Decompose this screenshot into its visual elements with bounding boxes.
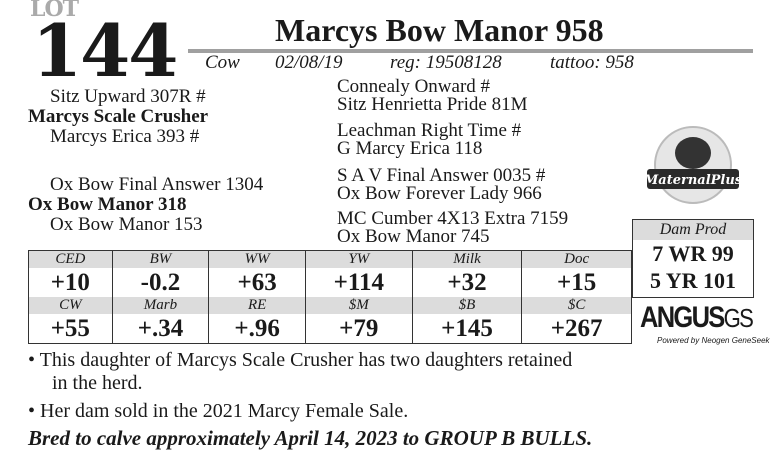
epd-header: RE [208, 297, 306, 314]
ped-dd-s: MC Cumber 4X13 Extra 7159 [337, 208, 569, 229]
ped-ds-d: Ox Bow Forever Lady 966 [337, 183, 542, 204]
lot-label: LOT [30, 0, 79, 22]
bred-statement: Bred to calve approximately April 14, 20… [28, 426, 593, 450]
epd-value: +32 [411, 268, 523, 297]
epd-header: $M [304, 297, 413, 314]
epd-value: +.96 [208, 314, 306, 344]
dam-sire: Ox Bow Final Answer 1304 [50, 174, 264, 195]
dam-prod-yr: 5 YR 101 [650, 268, 736, 293]
dam-prod-wr: 7 WR 99 [652, 241, 734, 266]
epd-header: Doc [521, 250, 632, 268]
epd-header: Milk [411, 250, 523, 268]
maternal-plus-logo: MaternalPlus [645, 126, 741, 204]
dam: Ox Bow Manor 318 [28, 194, 187, 215]
epd-header: CED [28, 250, 113, 268]
powered-by: Powered by Neogen GeneSeek [657, 336, 770, 345]
note-1: • This daughter of Marcys Scale Crusher … [28, 349, 573, 371]
ped-sd-d: G Marcy Erica 118 [337, 138, 483, 159]
angus-text: ANGUS [640, 301, 725, 334]
tattoo: tattoo: 958 [550, 52, 634, 73]
lot-number: 144 [32, 8, 178, 93]
animal-name: Marcys Bow Manor 958 [275, 12, 604, 48]
note-1-cont: in the herd. [52, 372, 143, 394]
dam-prod-title: Dam Prod [633, 220, 753, 240]
epd-value: -0.2 [111, 268, 210, 297]
birth-date: 02/08/19 [275, 52, 343, 73]
divider [188, 49, 753, 53]
epd-header: Marb [111, 297, 210, 314]
registration: reg: 19508128 [390, 52, 502, 73]
epd-value: +10 [28, 268, 113, 297]
epd-table: CED BW WW YW Milk Doc +10 -0.2 +63 +114 +32 +15 CW… [28, 250, 632, 344]
epd-header: YW [304, 250, 413, 268]
svg-text:MaternalPlus: MaternalPlus [645, 173, 741, 188]
sire-dam: Marcys Erica 393 # [50, 126, 200, 147]
epd-value: +267 [521, 314, 632, 344]
dam-production-box: Dam Prod 7 WR 99 5 YR 101 [632, 219, 754, 298]
sire-sire: Sitz Upward 307R # [50, 86, 206, 107]
epd-header: $B [411, 297, 523, 314]
ped-ss-d: Sitz Henrietta Pride 81M [337, 94, 528, 115]
dam-dam: Ox Bow Manor 153 [50, 214, 203, 235]
epd-value: +55 [28, 314, 113, 344]
epd-value: +.34 [111, 314, 210, 344]
gs-text: GS [723, 303, 754, 333]
angus-gs-logo: ANGUSGS [640, 301, 754, 334]
epd-value: +145 [411, 314, 523, 344]
epd-value: +79 [304, 314, 413, 344]
note-2: • Her dam sold in the 2021 Marcy Female … [28, 400, 409, 422]
epd-header: CW [28, 297, 113, 314]
ped-dd-d: Ox Bow Manor 745 [337, 226, 490, 247]
ped-sd-s: Leachman Right Time # [337, 120, 522, 141]
ped-ds-s: S A V Final Answer 0035 # [337, 165, 546, 186]
ped-ss-s: Connealy Onward # [337, 76, 491, 97]
epd-value: +63 [208, 268, 306, 297]
epd-header: WW [208, 250, 306, 268]
epd-header: BW [111, 250, 210, 268]
epd-value: +15 [521, 268, 632, 297]
sire: Marcys Scale Crusher [28, 106, 209, 127]
sex: Cow [205, 52, 240, 73]
epd-header: $C [521, 297, 632, 314]
epd-value: +114 [304, 268, 413, 297]
